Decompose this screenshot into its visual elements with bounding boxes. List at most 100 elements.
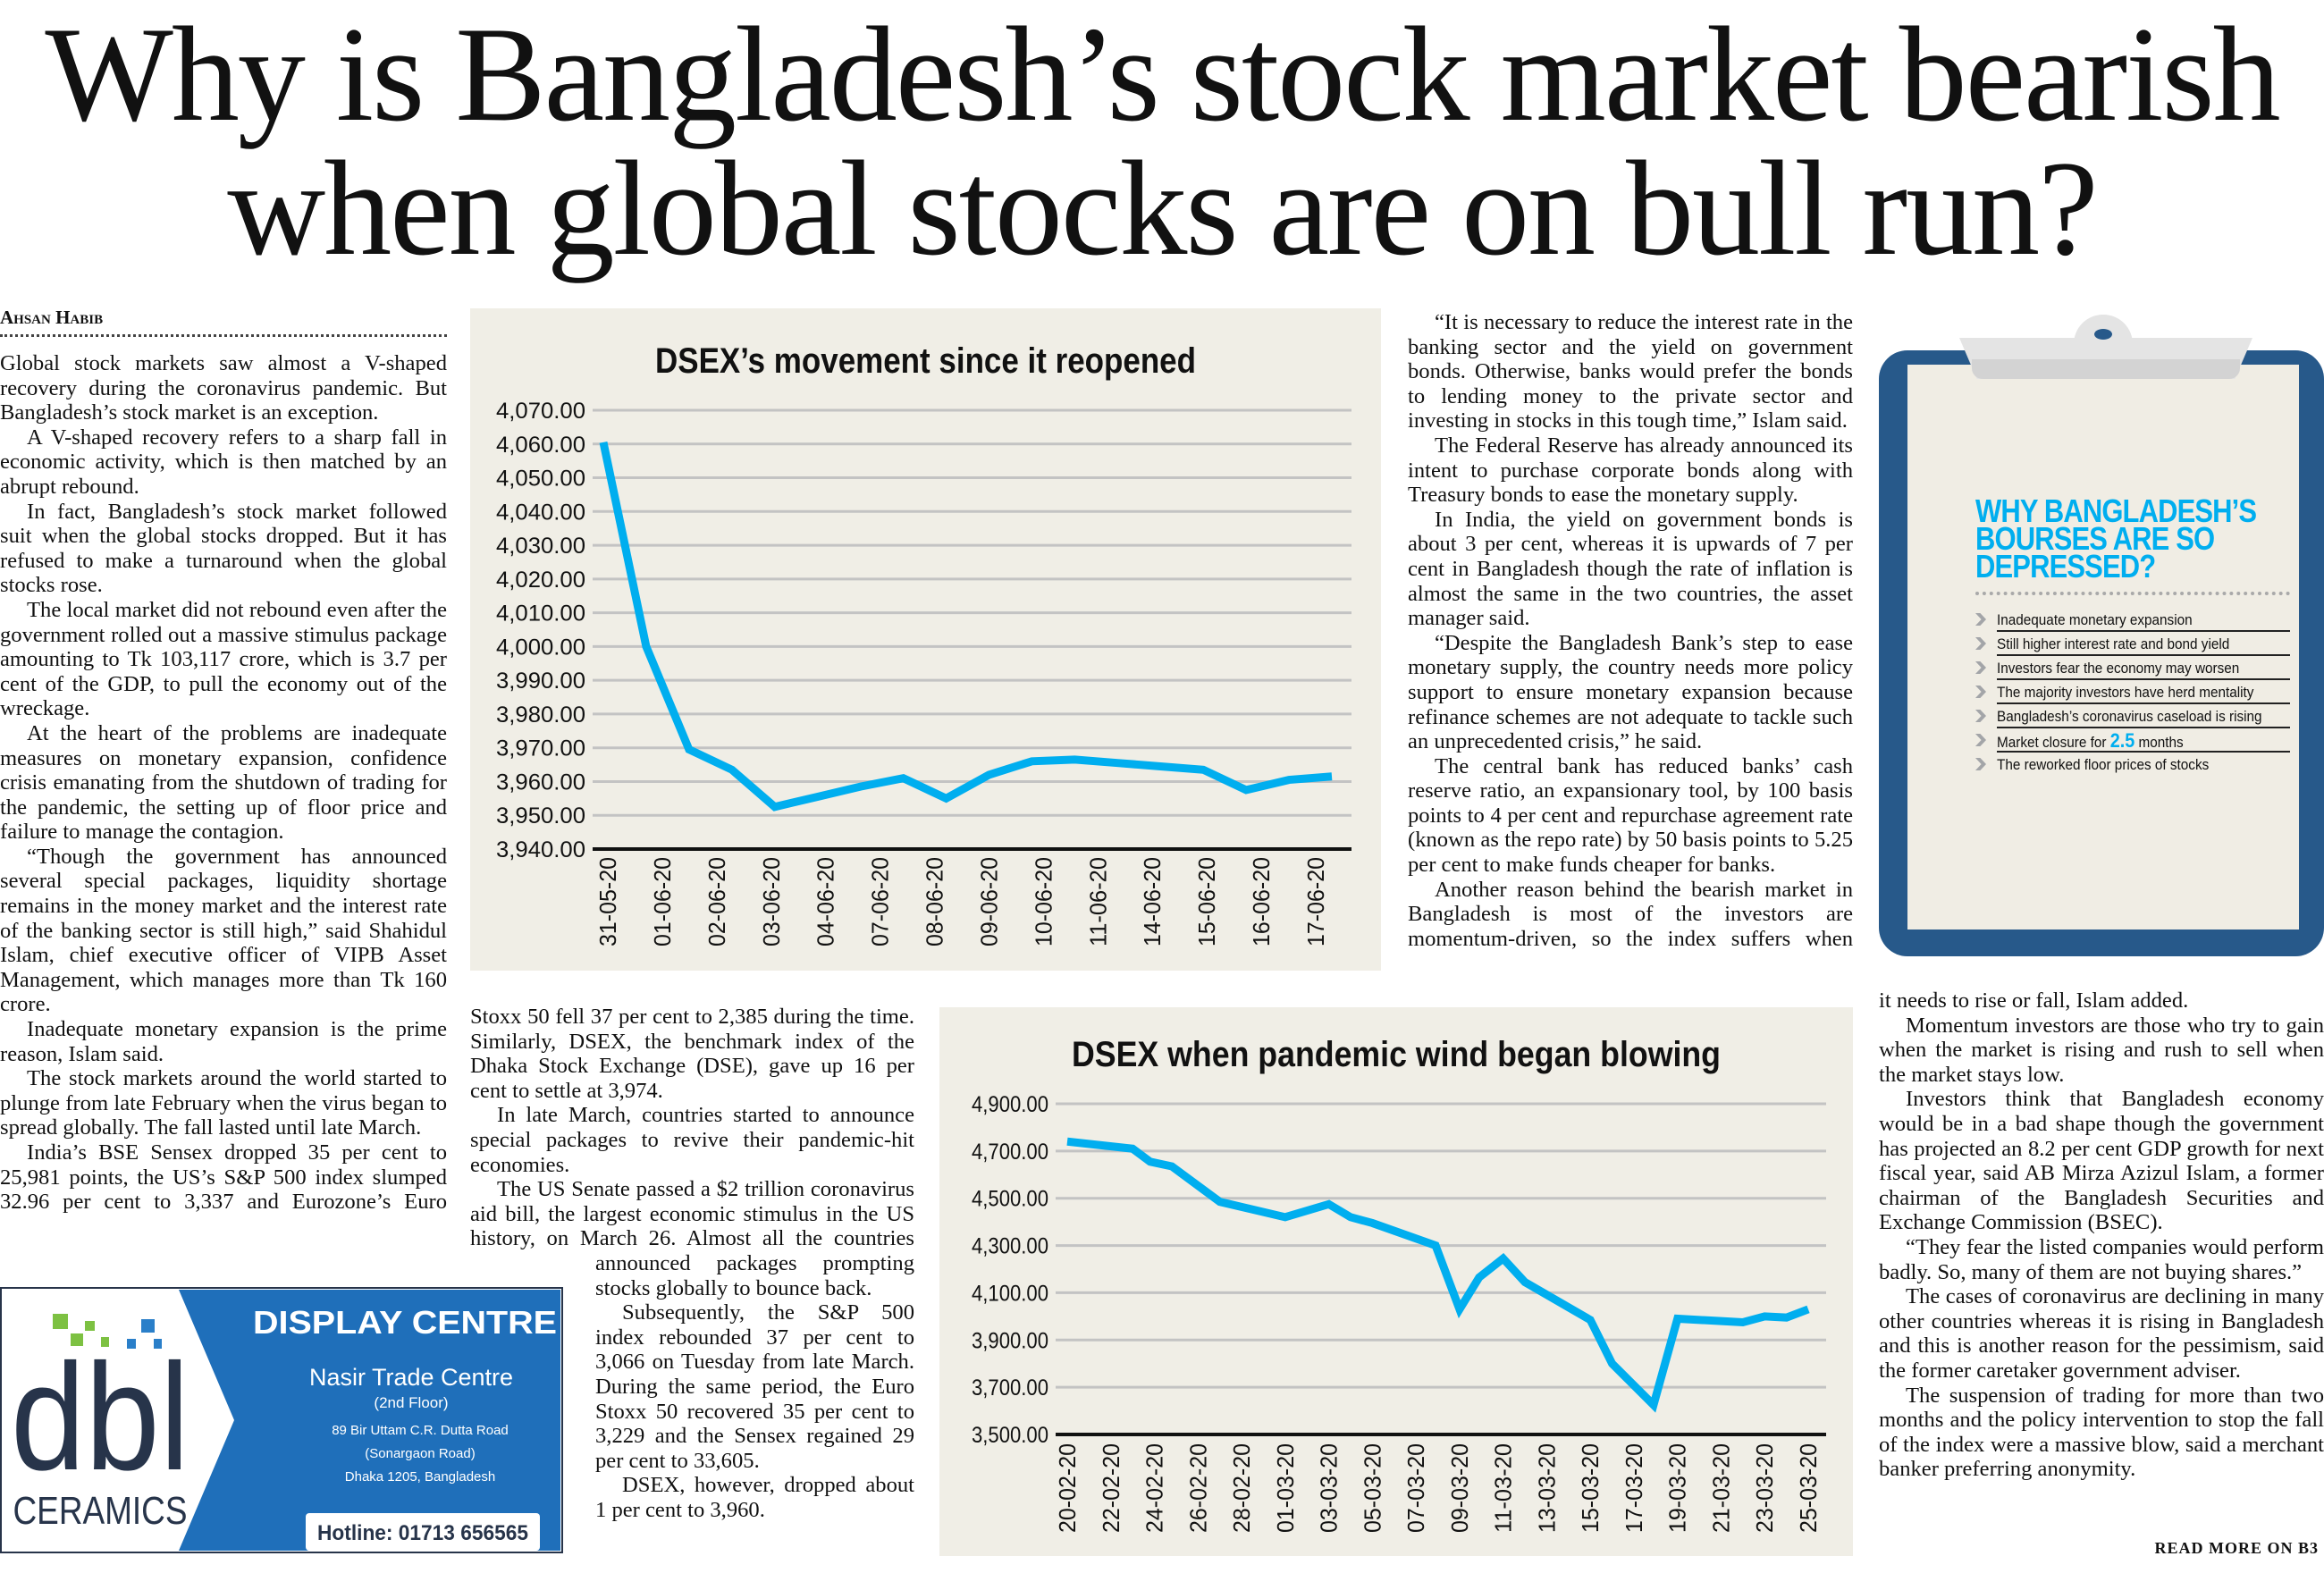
list-item: Bangladesh’s coronavirus caseload is ris… [1975, 704, 2290, 728]
x-tick-label: 08-06-20 [922, 857, 948, 946]
x-tick-label: 24-02-20 [1141, 1443, 1168, 1533]
list-item-text: Inadequate monetary expansion [1997, 608, 2261, 632]
read-more-link[interactable]: READ MORE ON B3 [2154, 1539, 2319, 1558]
x-tick-label: 22-02-20 [1098, 1443, 1124, 1533]
list-item-text: Still higher interest rate and bond yiel… [1997, 632, 2261, 656]
y-tick-label: 4,000.00 [496, 635, 585, 660]
list-item: The reworked floor prices of stocks [1975, 753, 2290, 777]
list-item: Inadequate monetary expansion [1975, 608, 2290, 632]
y-tick-label: 3,950.00 [496, 803, 585, 829]
ad-address-line: Dhaka 1205, Bangladesh [345, 1469, 495, 1485]
ad-floor: (2nd Floor) [374, 1394, 448, 1411]
paragraph: Global stock markets saw almost a V-shap… [0, 351, 447, 425]
reasons-list: Inadequate monetary expansion Still high… [1975, 608, 2290, 777]
sidebar-title-line: DEPRESSED? [1975, 552, 2283, 580]
list-item: Market closure for 2.5 months [1975, 728, 2290, 753]
paragraph: Another reason behind the bearish market… [1408, 878, 1853, 952]
y-tick-label: 4,300.00 [972, 1234, 1048, 1259]
paragraph: The Federal Reserve has already announce… [1408, 433, 1853, 508]
x-tick-label: 04-06-20 [813, 857, 839, 946]
headline: Why is Bangladesh’s stock market bearish… [0, 7, 2324, 275]
x-tick-label: 07-03-20 [1402, 1443, 1429, 1533]
x-tick-label: 21-03-20 [1707, 1443, 1734, 1533]
y-tick-label: 4,020.00 [496, 568, 585, 593]
byline: Ahsan Habib [0, 307, 447, 337]
x-tick-label: 03-03-20 [1316, 1443, 1343, 1533]
list-item-text: The reworked floor prices of stocks [1997, 753, 2261, 777]
x-tick-label: 11-06-20 [1084, 857, 1111, 946]
y-tick-label: 4,030.00 [496, 534, 585, 559]
list-item: Investors fear the economy may worsen [1975, 656, 2290, 680]
article-column-4: it needs to rise or fall, Islam added. M… [1879, 988, 2324, 1482]
y-tick-label: 4,500.00 [972, 1187, 1048, 1212]
chevron-right-icon [1975, 758, 1986, 770]
paragraph: “Despite the Bangladesh Bank’s step to e… [1408, 631, 1853, 754]
paragraph: The local market did not rebound even af… [0, 598, 447, 721]
chart-title: DSEX’s movement since it reopened [655, 341, 1196, 381]
ad-hotline: Hotline: 01713 656565 [317, 1521, 528, 1545]
paragraph: it needs to rise or fall, Islam added. [1879, 988, 2324, 1014]
headline-line-2: when global stocks are on bull run? [0, 141, 2324, 275]
chevron-right-icon [1975, 686, 1986, 698]
paragraph: The cases of coronavirus are declining i… [1879, 1284, 2324, 1383]
paragraph: In late March, countries started to anno… [470, 1103, 914, 1177]
paragraph: Investors think that Bangladesh economy … [1879, 1087, 2324, 1235]
list-item: The majority investors have herd mentali… [1975, 680, 2290, 704]
y-tick-label: 4,010.00 [496, 601, 585, 627]
list-item-text: Investors fear the economy may worsen [1997, 656, 2261, 680]
chevron-right-icon [1975, 661, 1986, 674]
x-tick-label: 19-03-20 [1664, 1443, 1691, 1533]
ad-graphic: dbl CERAMICS DISPLAY CENTRE Nasir Trade … [0, 1287, 563, 1553]
x-tick-label: 01-06-20 [649, 857, 676, 946]
x-tick-label: 09-03-20 [1446, 1443, 1473, 1533]
ad-heading: DISPLAY CENTRE [253, 1304, 557, 1341]
y-tick-label: 3,980.00 [496, 702, 585, 728]
paragraph: Stoxx 50 fell 37 per cent to 2,385 durin… [470, 1005, 914, 1103]
list-item: Still higher interest rate and bond yiel… [1975, 632, 2290, 656]
article-column-1: Global stock markets saw almost a V-shap… [0, 351, 447, 1215]
chevron-right-icon [1975, 710, 1986, 722]
chevron-right-icon [1975, 734, 1986, 746]
list-item-text: Bangladesh’s coronavirus caseload is ris… [1997, 704, 2261, 728]
x-tick-label: 13-03-20 [1533, 1443, 1560, 1533]
x-tick-label: 01-03-20 [1272, 1443, 1299, 1533]
x-tick-label: 15-03-20 [1577, 1443, 1604, 1533]
sidebar-title: WHY BANGLADESH’S BOURSES ARE SO DEPRESSE… [1975, 497, 2283, 580]
x-tick-label: 03-06-20 [758, 857, 785, 946]
article-column-3: “It is necessary to reduce the interest … [1408, 310, 1853, 951]
x-tick-label: 20-02-20 [1054, 1443, 1081, 1533]
x-tick-label: 15-06-20 [1193, 857, 1220, 946]
y-tick-label: 3,960.00 [496, 770, 585, 795]
clipboard-clip-hole [2094, 329, 2112, 340]
chevron-right-icon [1975, 613, 1986, 626]
clipboard-sidebar: WHY BANGLADESH’S BOURSES ARE SO DEPRESSE… [1879, 311, 2324, 956]
ad-address-line: (Sonargaon Road) [365, 1446, 475, 1461]
x-tick-label: 28-02-20 [1228, 1443, 1255, 1533]
x-tick-label: 26-02-20 [1184, 1443, 1211, 1533]
paragraph: “It is necessary to reduce the interest … [1408, 310, 1853, 433]
x-tick-label: 07-06-20 [867, 857, 894, 946]
y-tick-label: 4,100.00 [972, 1281, 1048, 1306]
paragraph: A V-shaped recovery refers to a sharp fa… [0, 425, 447, 500]
y-tick-label: 3,900.00 [972, 1328, 1048, 1353]
paragraph: “Though the government has announced sev… [0, 845, 447, 1017]
ad-venue: Nasir Trade Centre [309, 1364, 513, 1391]
advertisement-dbl-ceramics[interactable]: dbl CERAMICS DISPLAY CENTRE Nasir Trade … [0, 1287, 563, 1553]
x-tick-label: 02-06-20 [703, 857, 730, 946]
y-tick-label: 4,070.00 [496, 399, 585, 424]
y-tick-label: 3,500.00 [972, 1423, 1048, 1448]
paragraph: In India, the yield on government bonds … [1408, 508, 1853, 631]
text-prefix: Market closure for [1997, 734, 2110, 751]
paragraph: At the heart of the problems are inadequ… [0, 721, 447, 845]
y-tick-label: 4,040.00 [496, 500, 585, 525]
y-tick-label: 3,700.00 [972, 1375, 1048, 1401]
y-tick-label: 4,050.00 [496, 467, 585, 492]
x-tick-label: 11-03-20 [1490, 1443, 1517, 1533]
y-tick-label: 4,060.00 [496, 433, 585, 458]
series-line [603, 442, 1332, 807]
paragraph: Momentum investors are those who try to … [1879, 1014, 2324, 1088]
x-tick-label: 25-03-20 [1795, 1443, 1822, 1533]
x-tick-label: 23-03-20 [1751, 1443, 1778, 1533]
